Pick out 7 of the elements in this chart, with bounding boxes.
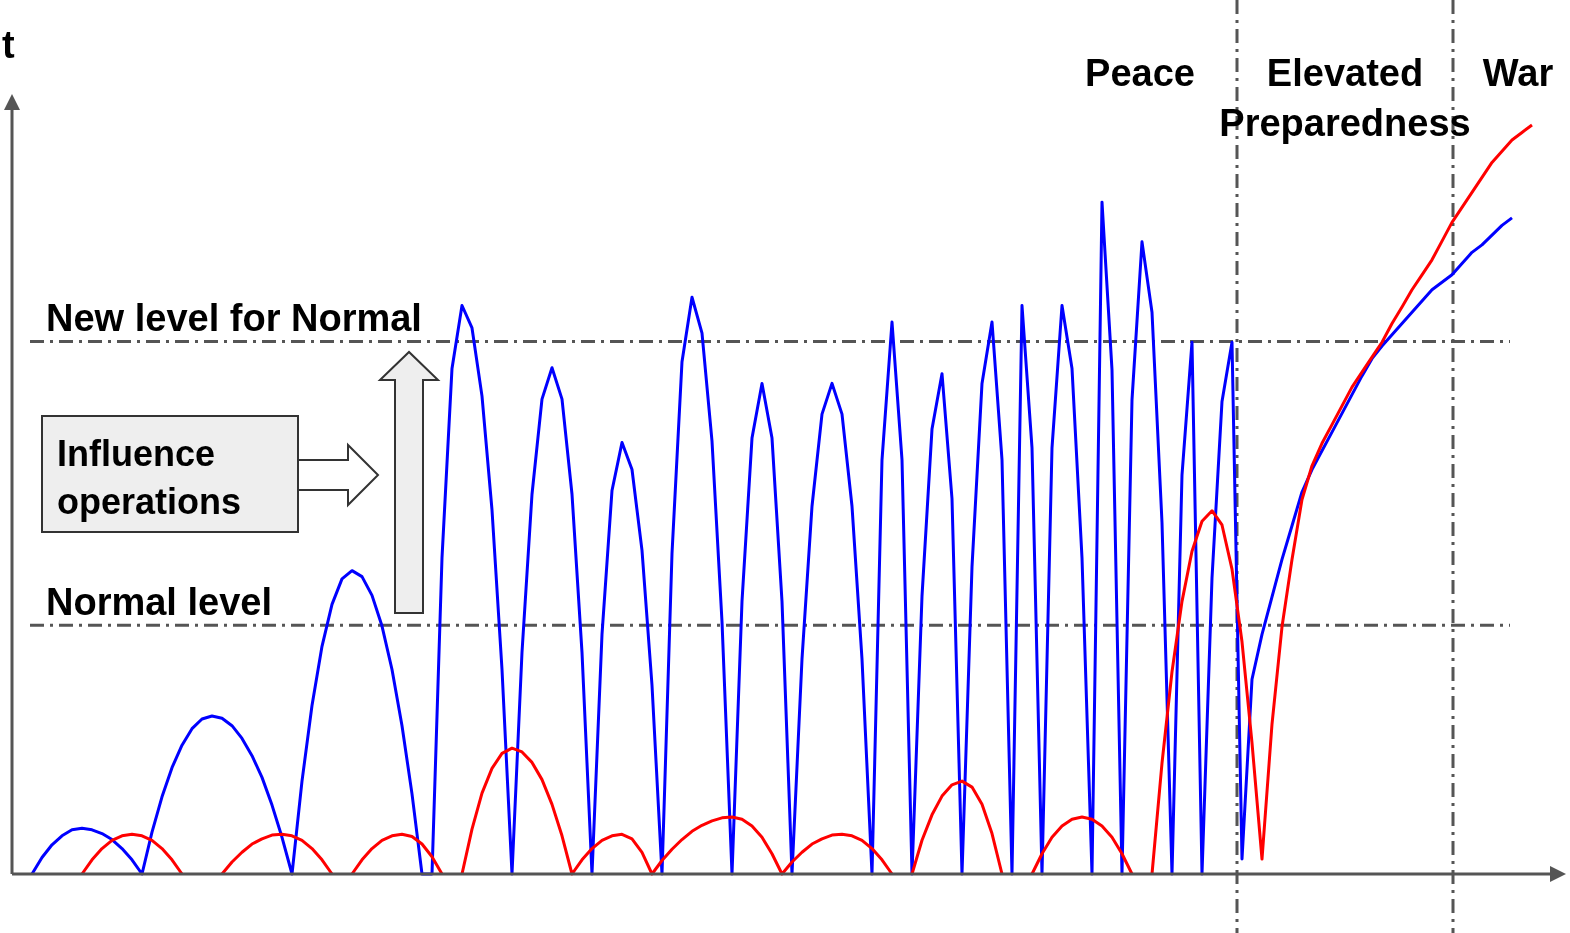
ref-line-label: Normal level <box>46 581 272 624</box>
annotation: Influence operations <box>57 433 242 522</box>
text: War <box>1482 52 1554 94</box>
annotation: Elevated Preparedness <box>1219 52 1471 144</box>
ref-line-label: New level for Normal <box>46 297 422 340</box>
y-axis-title: t <box>2 24 15 66</box>
text: Peace <box>1085 52 1195 94</box>
